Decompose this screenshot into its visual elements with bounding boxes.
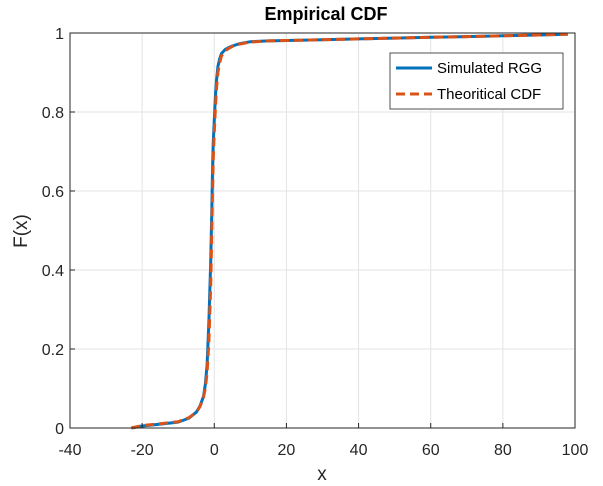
x-tick-label: 0 (210, 442, 219, 459)
legend-label-simulated-rgg: Simulated RGG (437, 60, 542, 77)
axis-ticks: -40 -20 0 20 40 60 80 100 0 0.2 0.4 0.6 0.8 1 (42, 26, 589, 459)
y-tick-label: 0.4 (42, 263, 64, 280)
x-tick-label: 100 (562, 442, 589, 459)
x-axis-label: x (317, 464, 327, 485)
y-axis-label: F(x) (11, 214, 32, 248)
y-tick-label: 0 (55, 421, 64, 438)
chart-title: Empirical CDF (264, 4, 387, 24)
legend: Simulated RGG Theoritical CDF (389, 52, 564, 110)
x-tick-label: 60 (422, 442, 440, 459)
series-line-theoretical-cdf (130, 32, 568, 430)
x-tick-label: -40 (58, 442, 81, 459)
data-series (130, 32, 568, 430)
legend-label-theoretical-cdf: Theoritical CDF (437, 86, 541, 103)
y-tick-label: 0.6 (42, 184, 64, 201)
y-tick-label: 1 (55, 26, 64, 43)
y-tick-label: 0.8 (42, 105, 64, 122)
x-tick-label: 40 (350, 442, 368, 459)
x-tick-label: -20 (131, 442, 154, 459)
y-tick-label: 0.2 (42, 342, 64, 359)
plot-area-border (69, 32, 576, 429)
x-tick-label: 20 (278, 442, 296, 459)
legend-box (389, 52, 564, 110)
x-tick-label: 80 (494, 442, 512, 459)
